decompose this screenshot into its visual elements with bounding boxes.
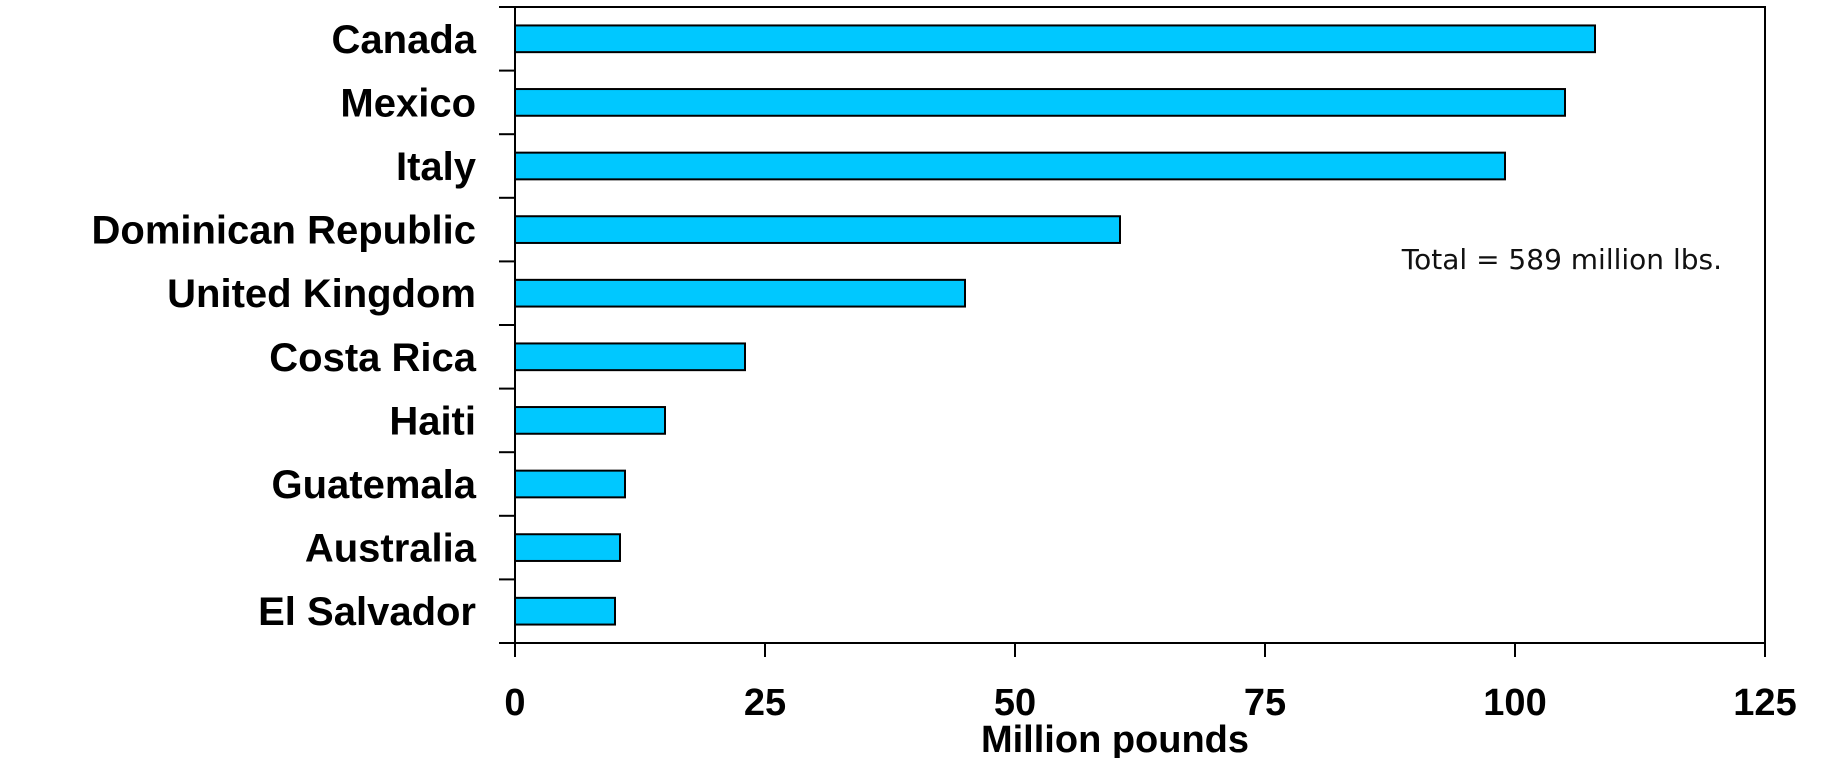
total-annotation: Total = 589 million lbs. [1401, 243, 1722, 276]
x-tick-label: 75 [1244, 682, 1286, 724]
bar-guatemala [514, 469, 626, 499]
bar-united-kingdom [514, 278, 966, 308]
category-label: United Kingdom [167, 272, 476, 316]
x-tick-label: 0 [504, 682, 525, 724]
bar-dominican-republic [514, 215, 1121, 244]
bar-el-salvador [514, 596, 616, 626]
bar-canada [514, 24, 1596, 54]
bar-italy [514, 151, 1506, 181]
bar-haiti [514, 406, 666, 435]
x-tick-label: 25 [744, 682, 786, 724]
category-label: Australia [305, 527, 477, 571]
x-tick-label: 125 [1733, 682, 1796, 724]
category-label: Guatemala [271, 463, 476, 507]
category-label: Costa Rica [269, 336, 476, 380]
bar-mexico [514, 88, 1566, 117]
category-label: Dominican Republic [92, 209, 477, 253]
category-label: Mexico [340, 81, 476, 125]
bar-australia [514, 533, 621, 562]
category-label: El Salvador [258, 590, 476, 634]
category-label: Canada [332, 18, 477, 62]
bar-costa-rica [514, 342, 746, 372]
plot-frame [514, 6, 1766, 644]
x-axis-title: Million pounds [981, 719, 1249, 758]
x-tick-label: 50 [994, 682, 1036, 724]
bars-group [514, 24, 1596, 626]
category-label: Italy [396, 145, 477, 189]
category-label: Haiti [389, 399, 476, 443]
category-labels: Canada Mexico Italy Dominican Republic Unite… [92, 18, 477, 634]
axis-ticks: 0 25 50 75 100 125 [499, 6, 1797, 724]
x-tick-label: 100 [1483, 682, 1546, 724]
